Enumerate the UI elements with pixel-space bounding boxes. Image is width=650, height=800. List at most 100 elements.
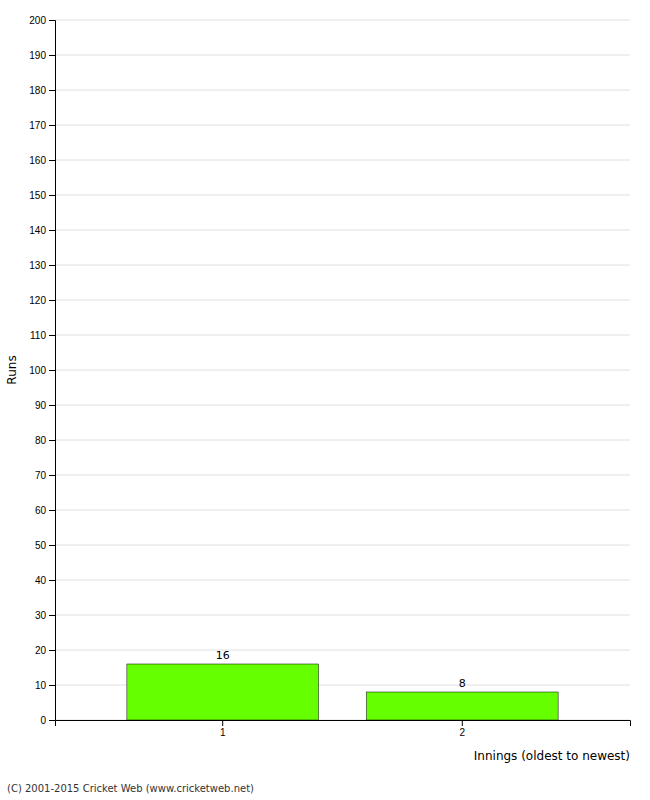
y-tick-label: 190 bbox=[29, 50, 46, 61]
y-tick: 50 bbox=[35, 540, 55, 551]
x-tick-label: 2 bbox=[460, 727, 466, 738]
y-tick-label: 180 bbox=[29, 85, 46, 96]
y-tick-label: 0 bbox=[40, 715, 46, 726]
y-tick-mark bbox=[49, 580, 55, 581]
y-tick-mark bbox=[49, 160, 55, 161]
x-axis: 12 bbox=[56, 720, 631, 738]
grid-line bbox=[55, 370, 630, 371]
y-tick-mark bbox=[49, 230, 55, 231]
y-tick: 80 bbox=[35, 435, 55, 446]
y-tick-label: 80 bbox=[35, 435, 47, 446]
y-tick: 190 bbox=[29, 50, 55, 61]
y-tick: 20 bbox=[35, 645, 55, 656]
y-tick: 70 bbox=[35, 470, 55, 481]
y-axis: 0 10 20 30 40 50 60 70 80 90 100 110 120 130 140 150 160… bbox=[29, 15, 55, 726]
x-tick: 1 bbox=[220, 720, 226, 738]
y-tick-mark bbox=[49, 370, 55, 371]
grid-line bbox=[55, 615, 630, 616]
y-tick-label: 130 bbox=[29, 260, 46, 271]
y-tick: 100 bbox=[29, 365, 55, 376]
y-tick-label: 110 bbox=[30, 330, 46, 341]
grid-line bbox=[55, 55, 630, 56]
grid-line bbox=[55, 510, 630, 511]
y-tick-mark bbox=[49, 615, 55, 616]
y-tick-mark bbox=[49, 440, 55, 441]
y-tick: 110 bbox=[30, 330, 55, 341]
y-tick-mark bbox=[49, 685, 55, 686]
y-tick-mark bbox=[49, 510, 55, 511]
y-tick-mark bbox=[49, 90, 55, 91]
y-tick-label: 90 bbox=[35, 400, 47, 411]
y-tick-mark bbox=[49, 195, 55, 196]
y-tick: 90 bbox=[35, 400, 55, 411]
grid-line bbox=[55, 125, 630, 126]
y-axis-line bbox=[49, 21, 56, 721]
y-tick: 200 bbox=[29, 15, 55, 26]
plot-area: 0 10 20 30 40 50 60 70 80 90 100 110 120 130 140 150 160… bbox=[29, 15, 630, 738]
y-tick-label: 20 bbox=[35, 645, 47, 656]
grid-line bbox=[55, 545, 630, 546]
y-axis-title: Runs bbox=[5, 355, 19, 384]
y-tick-mark bbox=[49, 545, 55, 546]
grid-line bbox=[55, 335, 630, 336]
y-tick: 30 bbox=[35, 610, 55, 621]
y-tick-mark bbox=[49, 475, 55, 476]
y-tick-label: 140 bbox=[29, 225, 46, 236]
grid-line bbox=[55, 650, 630, 651]
y-tick: 180 bbox=[29, 85, 55, 96]
data-label: 8 bbox=[459, 677, 466, 690]
grid-line bbox=[55, 230, 630, 231]
y-tick-label: 100 bbox=[29, 365, 46, 376]
x-tick-mark bbox=[462, 720, 463, 726]
y-tick-label: 170 bbox=[29, 120, 46, 131]
grid-line bbox=[55, 160, 630, 161]
grid-line bbox=[55, 580, 630, 581]
x-tick-mark bbox=[222, 720, 223, 726]
grid-line bbox=[55, 90, 630, 91]
y-tick-mark bbox=[49, 405, 55, 406]
y-tick-label: 30 bbox=[35, 610, 47, 621]
y-tick: 170 bbox=[29, 120, 55, 131]
y-tick-label: 120 bbox=[29, 295, 46, 306]
y-tick: 60 bbox=[35, 505, 55, 516]
y-tick: 130 bbox=[29, 260, 55, 271]
grid bbox=[55, 20, 630, 720]
grid-line bbox=[55, 440, 630, 441]
y-tick: 40 bbox=[35, 575, 55, 586]
grid-line bbox=[55, 300, 630, 301]
grid-line bbox=[55, 195, 630, 196]
data-labels: 16 8 bbox=[216, 649, 466, 690]
y-tick-mark bbox=[49, 265, 55, 266]
y-tick-label: 60 bbox=[35, 505, 47, 516]
y-tick-label: 160 bbox=[29, 155, 46, 166]
y-tick: 0 bbox=[40, 715, 55, 726]
y-tick-label: 10 bbox=[35, 680, 47, 691]
y-tick-label: 200 bbox=[29, 15, 46, 26]
y-tick-mark bbox=[49, 55, 55, 56]
y-tick-label: 70 bbox=[35, 470, 47, 481]
y-tick-mark bbox=[49, 300, 55, 301]
y-tick: 140 bbox=[29, 225, 55, 236]
y-tick-label: 150 bbox=[29, 190, 46, 201]
y-tick: 160 bbox=[29, 155, 55, 166]
y-tick: 120 bbox=[29, 295, 55, 306]
grid-line bbox=[55, 265, 630, 266]
y-tick-mark bbox=[49, 335, 55, 336]
grid-line bbox=[55, 405, 630, 406]
bar bbox=[366, 692, 558, 720]
y-tick-mark bbox=[49, 20, 55, 21]
footer: (C) 2001-2015 Cricket Web (www.cricketwe… bbox=[7, 783, 254, 794]
y-tick-mark bbox=[49, 720, 55, 721]
y-tick: 10 bbox=[35, 680, 55, 691]
x-axis-line bbox=[56, 721, 631, 727]
grid-line bbox=[55, 475, 630, 476]
y-tick-label: 50 bbox=[35, 540, 47, 551]
y-tick-mark bbox=[49, 125, 55, 126]
y-tick-mark bbox=[49, 650, 55, 651]
x-tick-label: 1 bbox=[220, 727, 226, 738]
y-tick: 150 bbox=[29, 190, 55, 201]
data-label: 16 bbox=[216, 649, 230, 662]
bar bbox=[127, 664, 319, 720]
chart: 0 10 20 30 40 50 60 70 80 90 100 110 120 130 140 150 160… bbox=[0, 0, 650, 800]
grid-line bbox=[55, 20, 630, 21]
